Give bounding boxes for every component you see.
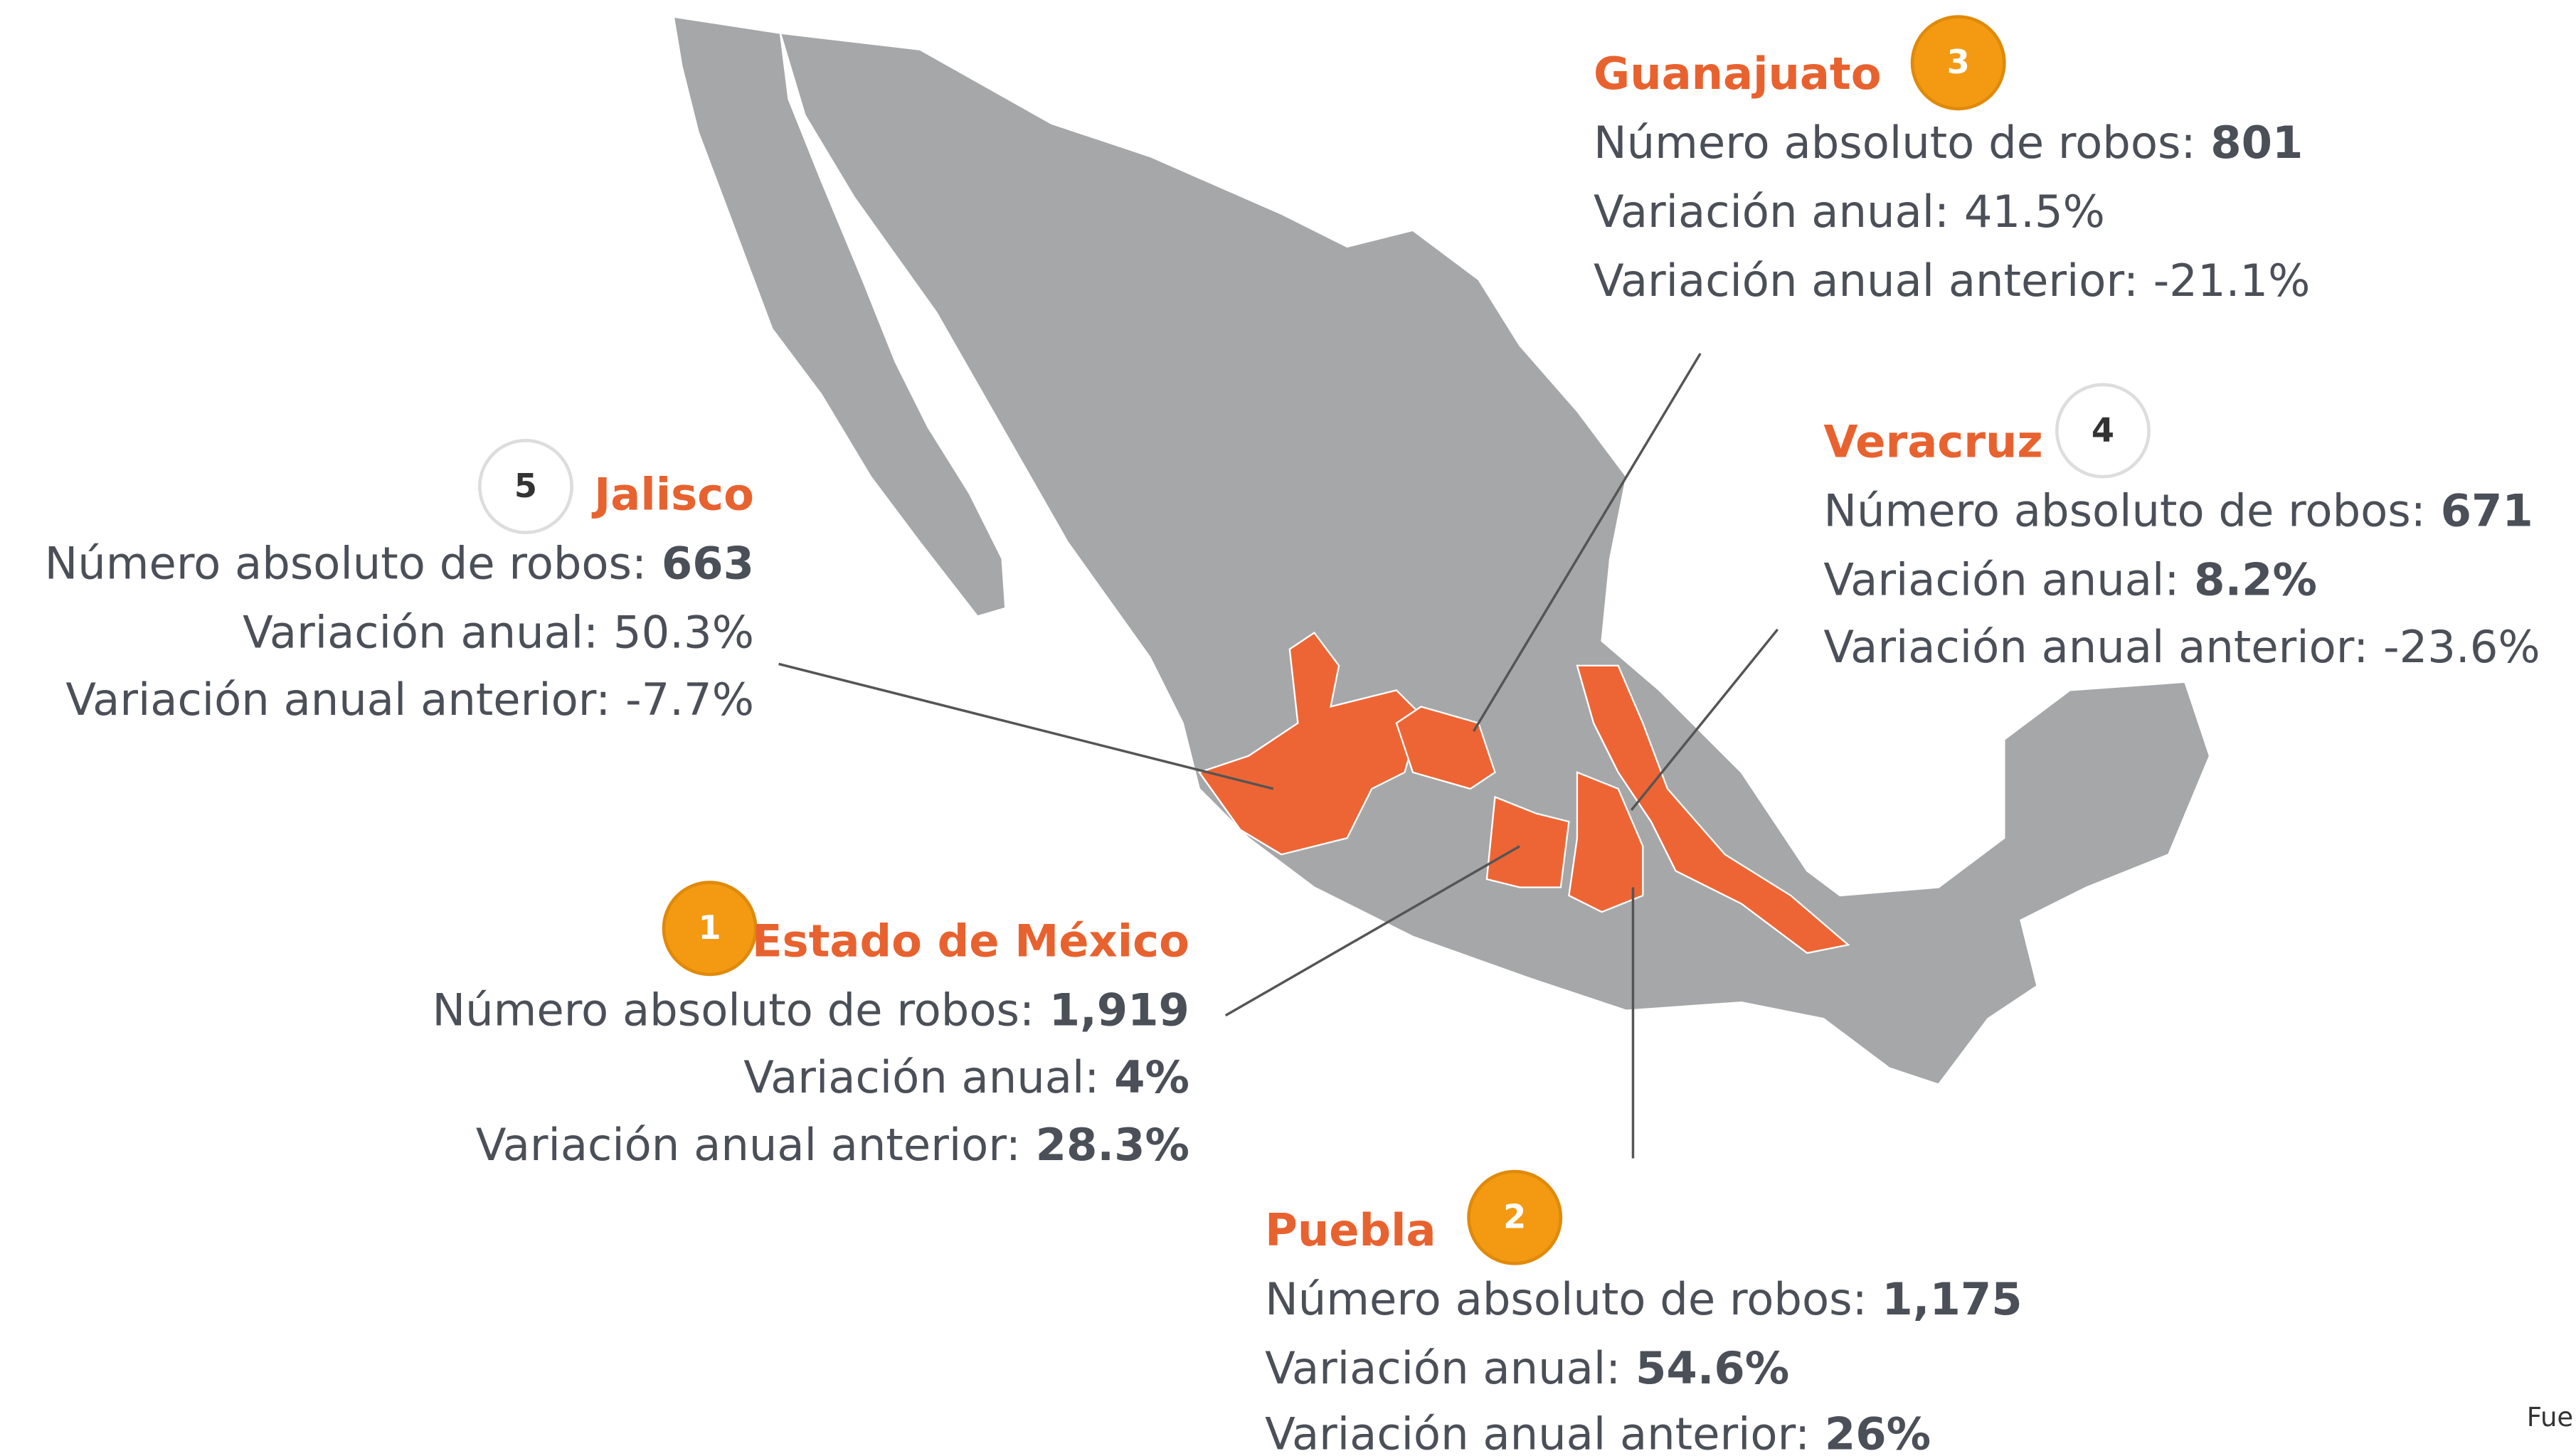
rank-number: 5 (514, 467, 537, 505)
leader-lines (778, 353, 1779, 1159)
stat-value: 1,175 (1882, 1273, 2022, 1325)
rank-number: 2 (1503, 1197, 1526, 1236)
stat-label: Variación anual anterior: (1823, 621, 2368, 673)
stat-row: Número absoluto de robos: 663 (45, 537, 754, 589)
stat-row: Variación anual: 41.5% (1594, 186, 2105, 238)
stat-row: Variación anual: 50.3% (243, 606, 754, 658)
stat-label: Número absoluto de robos: (1823, 484, 2425, 536)
stat-value: 28.3% (1036, 1119, 1189, 1171)
state-callout: 2 Puebla Número absoluto de robos: 1,175 Var… (1265, 1169, 2023, 1456)
puebla-area (1568, 771, 1644, 913)
veracruz-area (1576, 664, 1850, 955)
state-callout: 5 Jalisco Número absoluto de robos: 663 Vari… (45, 439, 754, 726)
leader-line (778, 662, 1274, 790)
stat-row: Número absoluto de robos: 1,919 (433, 984, 1189, 1036)
stat-value: 54.6% (1636, 1342, 1789, 1394)
stat-row: Número absoluto de robos: 671 (1823, 484, 2533, 536)
stat-row: Variación anual anterior: 28.3% (476, 1119, 1189, 1171)
stat-value: 801 (2210, 117, 2303, 169)
stat-label: Variación anual: (1594, 186, 1949, 238)
state-name: Estado de México (752, 915, 1189, 967)
mainland (779, 32, 2211, 1085)
stat-label: Número absoluto de robos: (433, 984, 1034, 1036)
state-callout: 3 Guanajuato Número absoluto de robos: 801 V… (1594, 15, 2310, 307)
stat-value: 663 (662, 537, 754, 589)
stat-row: Número absoluto de robos: 801 (1594, 117, 2303, 169)
stat-label: Número absoluto de robos: (1265, 1273, 1867, 1325)
rank-number: 3 (1947, 43, 1970, 81)
rank-number: 4 (2092, 410, 2114, 449)
rank-badge (2055, 383, 2151, 479)
rank-badge (662, 881, 758, 977)
edomex-area (1485, 795, 1570, 888)
map (672, 16, 2211, 1085)
state-name: Puebla (1265, 1204, 1436, 1256)
state-callout: 1 Estado de México Número absoluto de robo… (433, 881, 1189, 1171)
stat-value: -7.7% (625, 674, 754, 726)
stat-label: Variación anual anterior: (1265, 1408, 1810, 1456)
stat-value: 50.3% (613, 606, 754, 658)
stat-value: -23.6% (2383, 621, 2540, 673)
stat-label: Número absoluto de robos: (1594, 117, 2195, 169)
state-name: Veracruz (1823, 415, 2042, 467)
stat-value: 41.5% (1964, 186, 2105, 238)
stat-row: Variación anual: 54.6% (1265, 1342, 1789, 1394)
leader-line (1224, 845, 1520, 1017)
stat-value: -21.1% (2153, 255, 2311, 307)
stat-label: Variación anual anterior: (65, 674, 610, 726)
guanajuato-area (1395, 706, 1496, 790)
stat-row: Número absoluto de robos: 1,175 (1265, 1273, 2022, 1325)
stat-label: Número absoluto de robos: (45, 537, 647, 589)
stat-label: Variación anual: (243, 606, 598, 658)
state-name: Guanajuato (1594, 48, 1882, 100)
stat-row: Variación anual: 4% (743, 1051, 1189, 1103)
rank-badge (1467, 1169, 1563, 1265)
stat-label: Variación anual: (1265, 1342, 1621, 1394)
stat-label: Variación anual anterior: (1594, 255, 2138, 307)
jalisco-area (1197, 631, 1422, 856)
footer: Fue (2527, 1402, 2573, 1433)
stat-value: 1,919 (1049, 984, 1189, 1036)
stat-value: 671 (2441, 484, 2533, 536)
rank-number: 1 (699, 908, 721, 947)
stat-value: 26% (1825, 1408, 1931, 1456)
stat-label: Variación anual anterior: (476, 1119, 1021, 1171)
stat-row: Variación anual anterior: -21.1% (1594, 255, 2310, 307)
stat-label: Variación anual: (743, 1051, 1099, 1103)
leader-line (1630, 628, 1779, 812)
stat-row: Variación anual: 8.2% (1823, 553, 2317, 605)
rank-badge (478, 439, 573, 535)
state-name: Jalisco (591, 468, 754, 520)
baja-california (672, 16, 1007, 617)
stat-row: Variación anual anterior: -7.7% (65, 674, 754, 726)
stat-label: Variación anual: (1823, 553, 2179, 605)
stat-value: 8.2% (2194, 553, 2317, 605)
leader-line (1472, 353, 1702, 733)
state-callout: 4 Veracruz Número absoluto de robos: 671 Var… (1823, 383, 2540, 673)
stat-row: Variación anual anterior: -23.6% (1823, 621, 2540, 673)
stat-value: 4% (1114, 1051, 1189, 1103)
stat-row: Variación anual anterior: 26% (1265, 1408, 1931, 1456)
rank-badge (1910, 15, 2006, 111)
